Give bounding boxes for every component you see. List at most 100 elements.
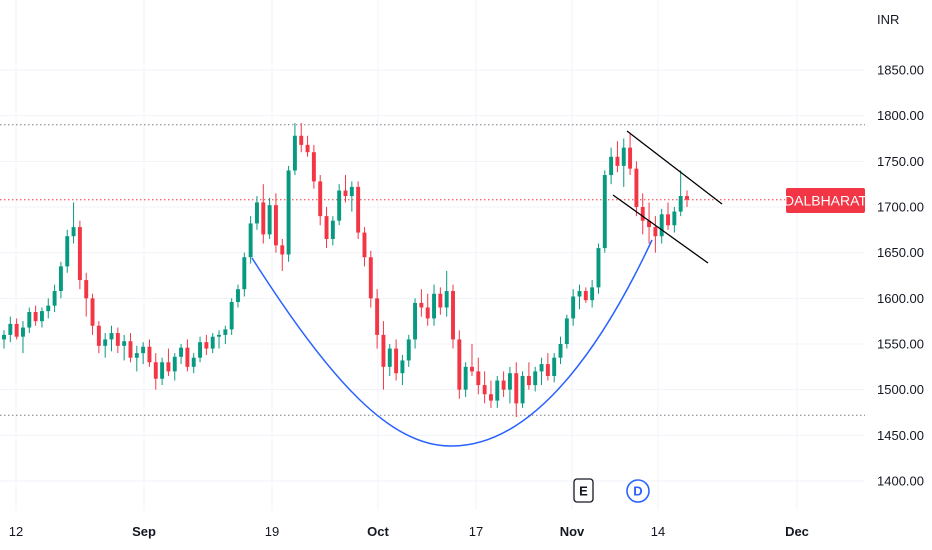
candle-body (666, 214, 670, 226)
x-tick-label: Dec (785, 524, 809, 539)
earnings-marker-label: E (579, 484, 588, 499)
candle-body (223, 329, 228, 335)
candle-body (375, 298, 380, 335)
candle-body (248, 223, 253, 258)
candle-body (27, 312, 32, 328)
y-tick-label: 1850.00 (877, 63, 924, 78)
candle-body (577, 291, 582, 297)
candle-body (122, 341, 127, 346)
candle-body (2, 334, 6, 340)
candle-body (451, 291, 455, 340)
earnings-marker[interactable]: E (573, 478, 594, 503)
y-tick-label: 1650.00 (877, 245, 924, 260)
candle-body (463, 366, 468, 390)
candle-body (204, 342, 209, 349)
candle-body (628, 147, 633, 169)
candle-body (286, 170, 291, 255)
candle-body (413, 302, 418, 340)
candle-body (147, 346, 152, 363)
candle-body (507, 373, 512, 390)
x-tick-label: 17 (469, 524, 483, 539)
candle-body (470, 366, 474, 372)
y-tick-label: 1400.00 (877, 474, 924, 489)
candle-body (311, 152, 316, 182)
price-axis[interactable]: INR 1850.00 1800.00 1750.00 1700.00 1650.00 1… (877, 12, 924, 489)
candle-body (659, 214, 664, 237)
candle-body (77, 227, 82, 281)
candle-body (217, 334, 221, 337)
candle-body (14, 323, 19, 337)
time-axis[interactable]: 12 Sep 19 Oct 17 Nov 14 Dec (9, 524, 809, 539)
candle-body (96, 325, 101, 346)
candle-body (191, 357, 196, 367)
candle-body (590, 287, 595, 301)
candle-body (330, 220, 335, 239)
candle-body (501, 380, 506, 390)
channel-lower-line[interactable] (612, 194, 709, 264)
candle-body (482, 385, 487, 395)
candle-body (406, 339, 411, 361)
candle-body (438, 293, 443, 308)
candle-body (425, 307, 430, 319)
x-tick-label: 12 (9, 524, 23, 539)
candle-body (267, 205, 272, 235)
candle-body (33, 312, 38, 322)
x-tick-label: 19 (265, 524, 279, 539)
candle-body (39, 311, 44, 322)
y-tick-label: 1800.00 (877, 108, 924, 123)
candle-body (400, 360, 405, 374)
candle-body (678, 196, 683, 212)
drawings (251, 130, 723, 447)
candles (2, 122, 689, 418)
candle-body (84, 280, 89, 299)
candle-body (387, 348, 392, 367)
candle-body (520, 375, 525, 404)
candle-body (65, 236, 70, 267)
candle-body (305, 144, 310, 153)
candle-body (476, 371, 481, 386)
y-tick-label: 1450.00 (877, 428, 924, 443)
candle-body (488, 394, 493, 401)
candle-body (153, 362, 158, 379)
candle-body (185, 347, 190, 367)
cup-curve-drawing[interactable] (251, 239, 653, 447)
candle-body (672, 211, 677, 226)
candle-body (647, 220, 652, 228)
candle-body (210, 336, 215, 349)
candle-body (444, 291, 449, 308)
candle-body (179, 347, 184, 357)
candle-body (368, 257, 373, 299)
y-tick-label: 1750.00 (877, 154, 924, 169)
candle-body (432, 293, 436, 319)
candle-body (52, 291, 57, 306)
candle-body (198, 342, 203, 358)
candle-body (337, 190, 342, 221)
candle-body (141, 346, 146, 354)
y-tick-label: 1700.00 (877, 200, 924, 215)
candle-body (495, 380, 500, 401)
dividend-marker[interactable]: D (626, 479, 650, 503)
candle-body (558, 344, 563, 358)
candle-body (261, 202, 266, 235)
candle-body (71, 227, 76, 237)
candle-body (299, 135, 304, 145)
x-tick-label: Oct (367, 524, 389, 539)
channel-upper-line[interactable] (626, 130, 723, 205)
candle-body (8, 323, 13, 335)
candle-body (134, 353, 139, 358)
candle-body (526, 375, 531, 386)
candle-body (128, 341, 133, 358)
candle-body (90, 298, 95, 326)
candle-body (596, 248, 601, 288)
dividend-marker-label: D (633, 484, 642, 499)
candle-body (514, 373, 519, 404)
y-tick-label: 1600.00 (877, 291, 924, 306)
candle-body (539, 364, 544, 372)
candle-body (621, 147, 626, 166)
candle-body (292, 135, 297, 171)
candle-body (255, 202, 259, 224)
candle-body (533, 371, 538, 386)
candle-body (229, 301, 234, 330)
grid-lines (0, 0, 865, 510)
